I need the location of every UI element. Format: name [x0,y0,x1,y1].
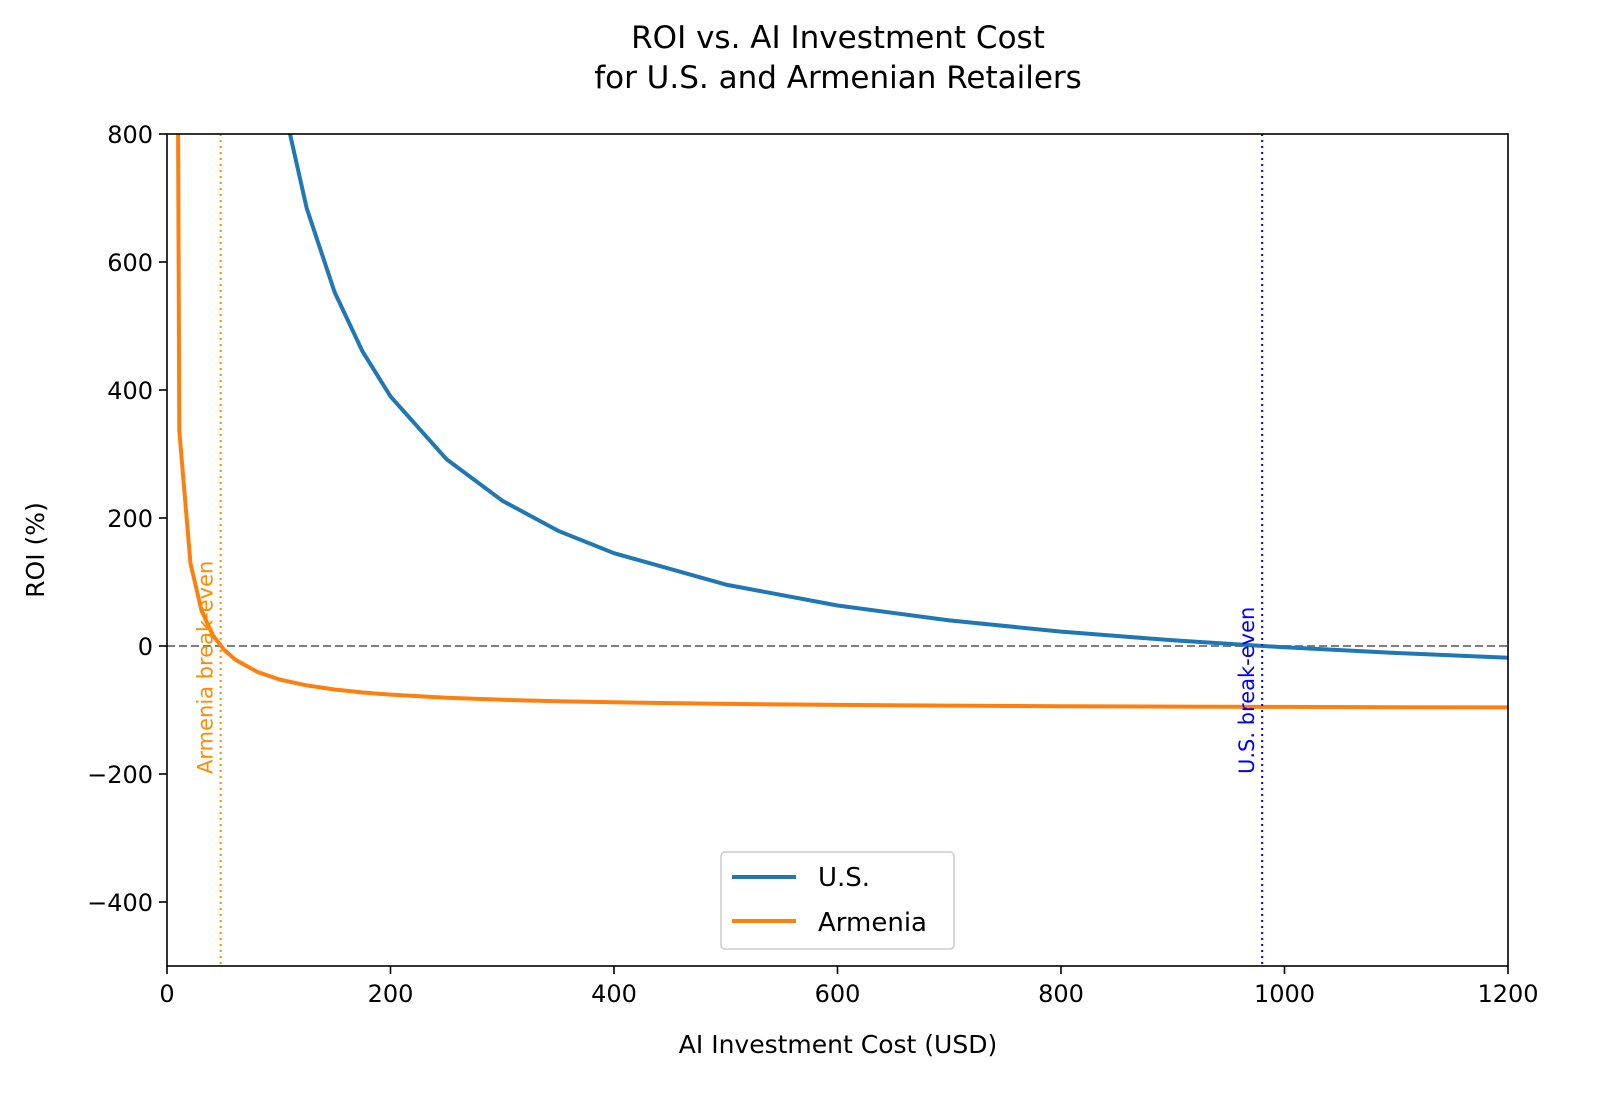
legend-label-armenia: Armenia [818,908,927,938]
chart-title-line2: for U.S. and Armenian Retailers [594,60,1082,96]
x-axis-label: AI Investment Cost (USD) [679,1030,997,1059]
y-tick-label: 200 [107,505,153,533]
x-tick-label: 400 [591,980,637,1008]
x-tick-label: 1200 [1477,980,1538,1008]
legend-label-us: U.S. [818,863,870,893]
chart-title-line1: ROI vs. AI Investment Cost [631,20,1045,56]
y-tick-label: 0 [138,633,153,661]
x-tick-label: 1000 [1254,980,1315,1008]
y-tick-label: 400 [107,377,153,405]
series-line-armenia [176,134,1508,710]
plot-frame [166,133,1509,967]
y-tick-label: 600 [107,249,153,277]
y-tick-label: −400 [87,889,153,917]
break-even-label: Armenia break-even [194,561,218,774]
y-tick-label: 800 [107,121,153,149]
y-axis-label: ROI (%) [21,502,50,598]
legend: U.S. Armenia [720,851,955,950]
x-tick-label: 800 [1038,980,1084,1008]
x-tick-label: 200 [368,980,414,1008]
x-tick-label: 600 [815,980,861,1008]
x-tick-label: 0 [159,980,174,1008]
y-tick-label: −200 [87,761,153,789]
break-even-label: U.S. break-even [1235,607,1259,774]
series-line-us [287,134,1508,660]
